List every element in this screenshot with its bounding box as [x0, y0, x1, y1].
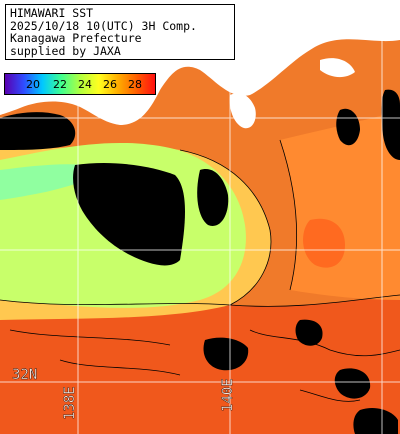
lat-label-32n: 32N	[12, 367, 38, 383]
colorbar-tick-26: 26	[103, 78, 117, 91]
warm-eddy	[303, 218, 345, 268]
map-info-box: HIMAWARI SST 2025/10/18 10(UTC) 3H Comp.…	[5, 4, 235, 60]
lon-label-138e: 138E	[62, 386, 78, 420]
colorbar-tick-20: 20	[26, 78, 40, 91]
cloud-2	[73, 163, 185, 266]
colorbar-tick-28: 28	[128, 78, 142, 91]
land-miura	[229, 93, 256, 129]
info-region: Kanagawa Prefecture	[10, 31, 142, 45]
land-boso	[320, 58, 355, 78]
info-source: supplied by JAXA	[10, 43, 121, 58]
cloud-1	[0, 112, 76, 150]
colorbar-tick-24: 24	[78, 78, 92, 91]
info-date: 2025/10/18 10(UTC) 3H Comp.	[10, 18, 197, 33]
lon-label-140e: 140E	[220, 378, 236, 412]
cloud-9	[353, 408, 398, 434]
cloud-5	[381, 89, 400, 160]
info-title: HIMAWARI SST	[10, 6, 94, 20]
sst-colorbar: 20 22 24 26 28	[4, 73, 156, 95]
cloud-7	[295, 319, 323, 346]
cloud-8	[334, 368, 371, 399]
colorbar-tick-22: 22	[53, 78, 67, 91]
cloud-3	[197, 169, 229, 226]
cloud-6	[203, 337, 249, 371]
